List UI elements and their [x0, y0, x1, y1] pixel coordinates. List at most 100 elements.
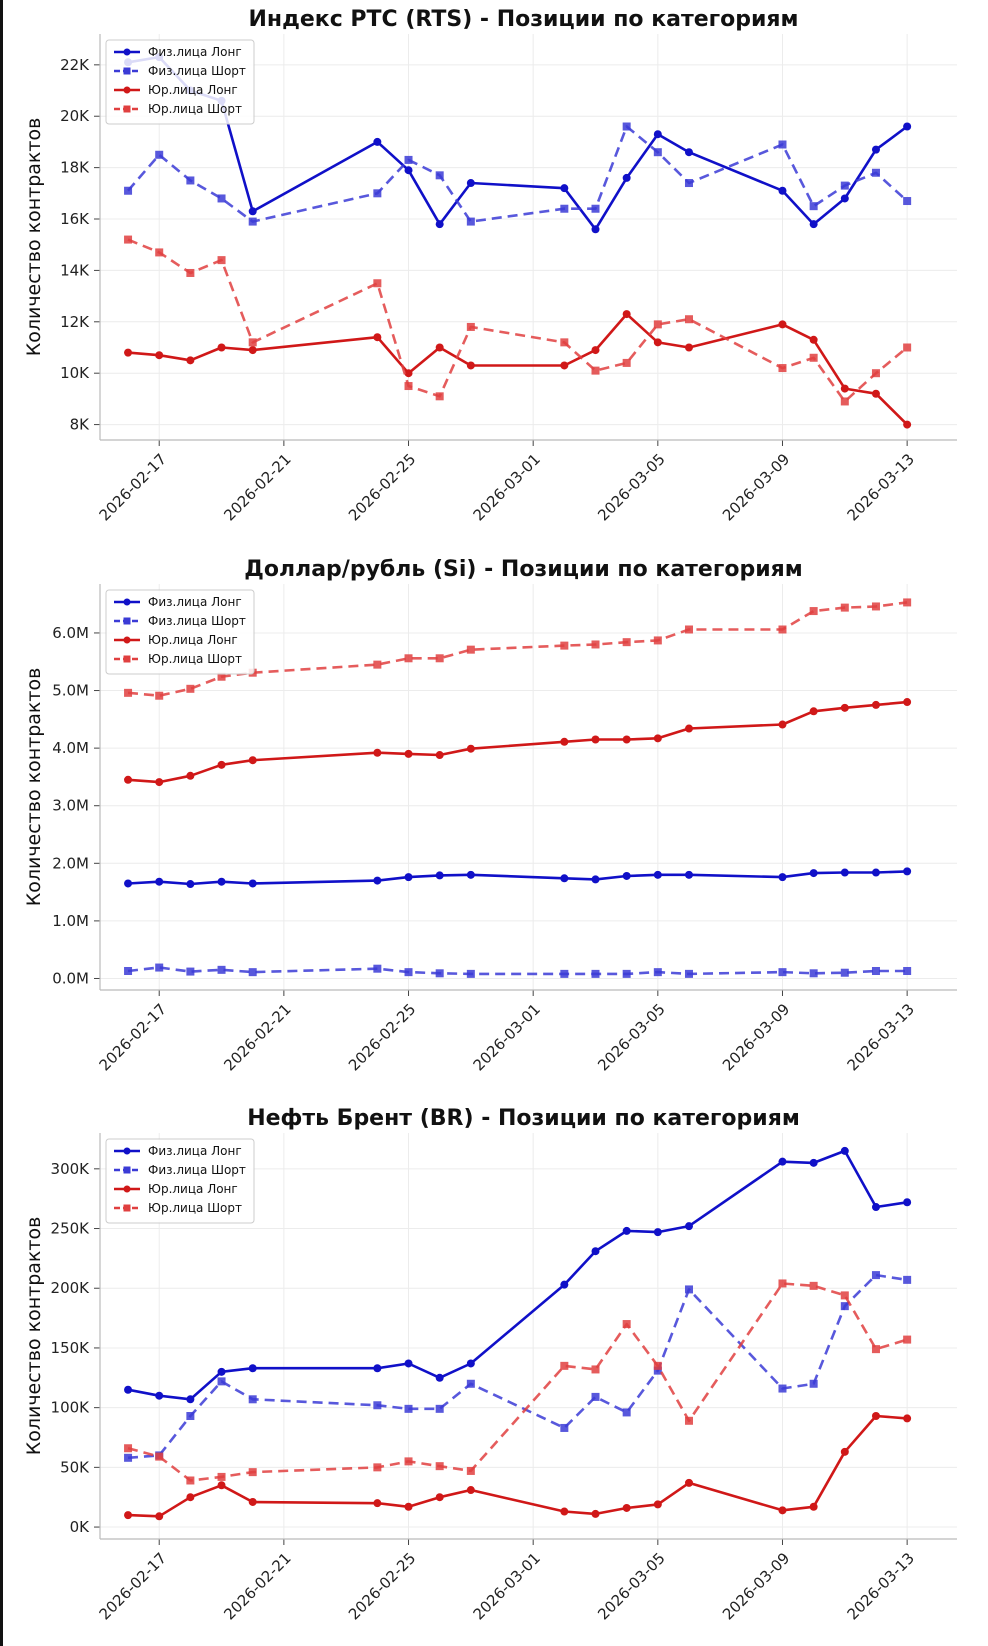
legend-label: Юр.лица Шорт [148, 652, 242, 666]
data-point [903, 966, 912, 975]
series-4 [124, 235, 912, 406]
legend: Физ.лица Лонг Физ.лица Шорт Юр.лица Лонг Юр… [105, 589, 255, 675]
data-point [840, 1291, 849, 1300]
y-tick-label: 18K [60, 159, 90, 177]
data-point [248, 1468, 257, 1477]
data-point [840, 703, 849, 712]
data-point [653, 1228, 662, 1237]
series-line [127, 125, 908, 223]
data-point [373, 1463, 382, 1472]
data-point [871, 700, 880, 709]
data-point [466, 1486, 475, 1495]
data-point [155, 351, 164, 360]
series-line [127, 870, 908, 886]
data-point [809, 1281, 818, 1290]
data-point [871, 1345, 880, 1354]
data-point [186, 1412, 195, 1421]
data-point [840, 397, 849, 406]
data-point [186, 268, 195, 277]
data-point [155, 1391, 164, 1400]
y-tick-label: 14K [60, 261, 90, 279]
legend-marker [123, 86, 131, 94]
x-tick-label: 2026-03-05 [594, 1549, 668, 1623]
data-point [840, 868, 849, 877]
data-point [684, 1416, 693, 1425]
data-point [871, 369, 880, 378]
data-point [622, 358, 631, 367]
data-point [466, 744, 475, 753]
data-point [124, 1453, 133, 1462]
data-point [809, 353, 818, 362]
data-point [217, 760, 226, 769]
legend-label: Юр.лица Шорт [148, 102, 242, 116]
x-tick-label: 2026-03-05 [594, 1000, 668, 1074]
y-tick-label: 250K [51, 1220, 91, 1238]
x-tick-label: 2026-03-13 [844, 1549, 918, 1623]
data-point [809, 607, 818, 616]
data-point [903, 420, 912, 429]
x-tick-label: 2026-03-01 [470, 1549, 544, 1623]
y-tick-label: 200K [51, 1279, 91, 1297]
data-point [653, 1500, 662, 1509]
data-point [373, 279, 382, 288]
data-point [653, 130, 662, 139]
chart-panel-1: Индекс РТС (RTS) - Позиции по категориям… [23, 7, 957, 524]
data-point [903, 1275, 912, 1284]
series-line [127, 238, 908, 403]
y-tick-label: 22K [60, 56, 90, 74]
data-point [404, 382, 413, 391]
legend-box [105, 589, 255, 675]
series-1 [124, 867, 912, 889]
y-axis-label: Количество контрактов [23, 668, 45, 907]
legend-marker [123, 1185, 131, 1193]
data-point [186, 356, 195, 365]
legend-marker [123, 598, 131, 606]
data-point [186, 176, 195, 185]
data-point [809, 202, 818, 211]
data-point [591, 204, 600, 213]
data-point [903, 343, 912, 352]
data-point [622, 1226, 631, 1235]
x-tick-label: 2026-02-25 [345, 450, 419, 524]
legend-label: Юр.лица Лонг [148, 1182, 238, 1196]
data-point [404, 1502, 413, 1511]
y-tick-label: 50K [60, 1458, 90, 1476]
data-point [124, 1385, 133, 1394]
data-point [840, 384, 849, 393]
data-point [435, 1404, 444, 1413]
x-tick-label: 2026-02-25 [345, 1549, 419, 1623]
x-tick-label: 2026-02-17 [96, 450, 170, 524]
data-point [778, 1157, 787, 1166]
data-point [373, 1364, 382, 1373]
series-line [127, 312, 909, 426]
data-point [155, 877, 164, 886]
chart-title: Доллар/рубль (Si) - Позиции по категория… [244, 557, 802, 582]
data-point [466, 361, 475, 370]
data-point [124, 775, 133, 784]
data-point [622, 310, 631, 319]
data-point [591, 1247, 600, 1256]
data-point [684, 148, 693, 157]
data-point [124, 235, 133, 244]
data-point [186, 967, 195, 976]
data-point [466, 217, 475, 226]
data-point [404, 873, 413, 882]
x-tick-label: 2026-02-25 [345, 1000, 419, 1074]
data-point [778, 968, 787, 977]
data-point [217, 1367, 226, 1376]
y-tick-label: 12K [60, 313, 90, 331]
legend: Физ.лица Лонг Физ.лица Шорт Юр.лица Лонг Юр… [105, 39, 255, 125]
data-point [809, 1379, 818, 1388]
data-point [404, 654, 413, 663]
data-point [155, 1452, 164, 1461]
data-point [903, 867, 912, 876]
data-point [373, 1401, 382, 1410]
data-point [622, 173, 631, 182]
data-point [373, 964, 382, 973]
x-tick-label: 2026-03-05 [594, 450, 668, 524]
x-tick-label: 2026-02-21 [220, 450, 294, 524]
data-point [622, 1320, 631, 1329]
data-point [217, 1481, 226, 1490]
legend-marker [123, 636, 131, 644]
data-point [778, 1384, 787, 1393]
